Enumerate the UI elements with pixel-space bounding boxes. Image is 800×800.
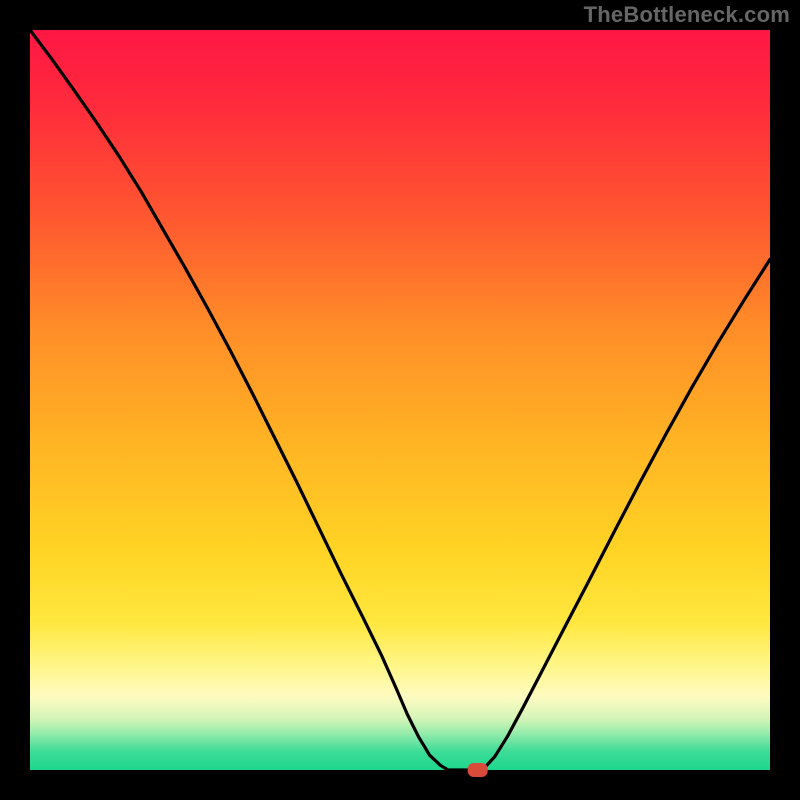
bottleneck-chart — [0, 0, 800, 800]
gradient-background — [30, 30, 770, 770]
minimum-marker — [468, 763, 488, 777]
